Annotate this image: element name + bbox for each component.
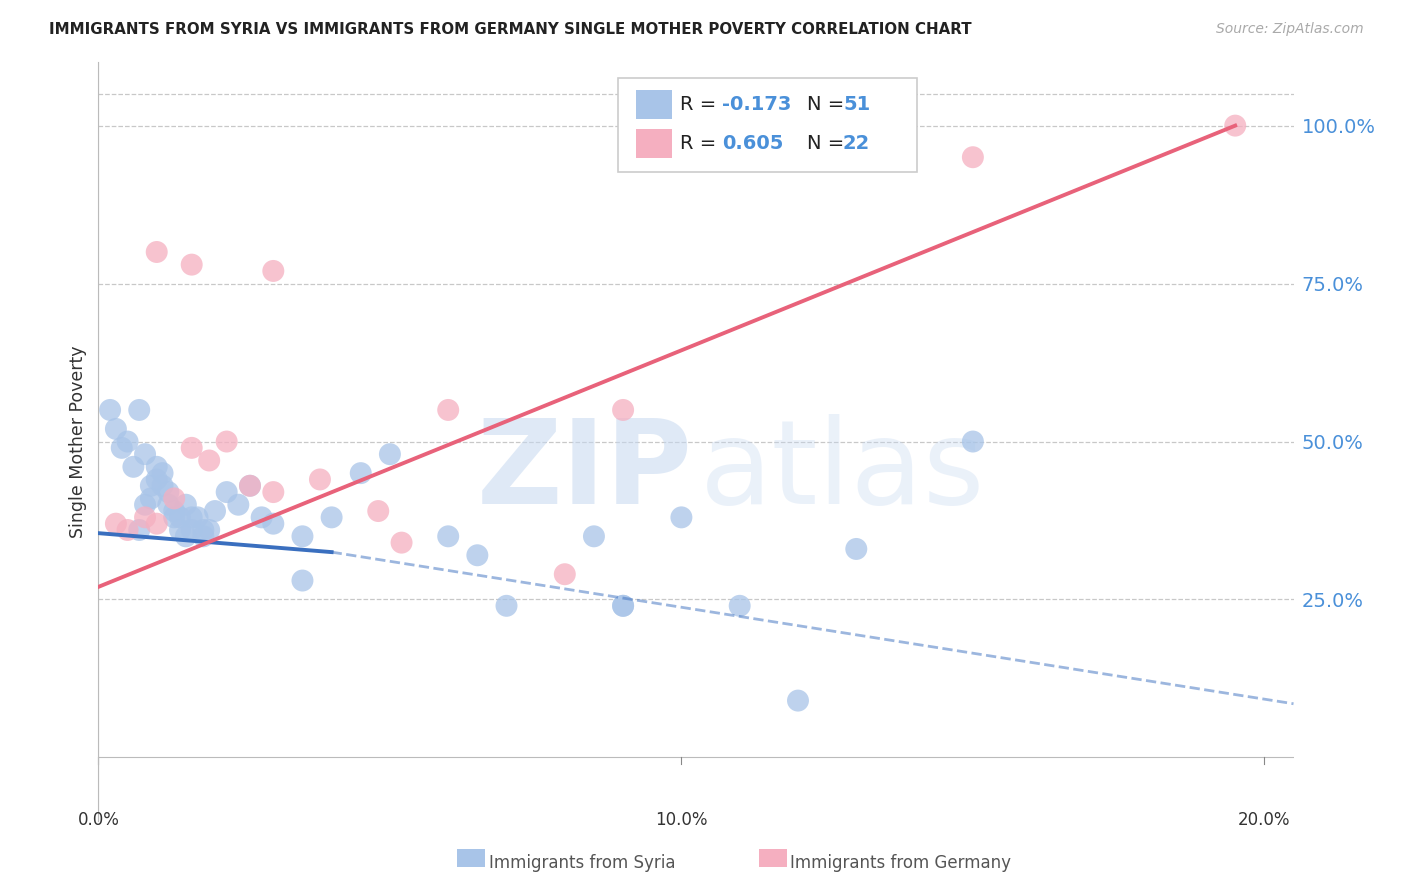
Point	[262, 264, 284, 278]
Point	[104, 516, 127, 531]
Point	[134, 498, 156, 512]
Point	[554, 567, 576, 582]
Point	[180, 523, 202, 537]
Point	[98, 403, 121, 417]
Point	[612, 599, 634, 613]
Point	[239, 479, 262, 493]
Point	[174, 498, 197, 512]
Point	[437, 403, 460, 417]
Point	[169, 510, 191, 524]
Text: IMMIGRANTS FROM SYRIA VS IMMIGRANTS FROM GERMANY SINGLE MOTHER POVERTY CORRELATI: IMMIGRANTS FROM SYRIA VS IMMIGRANTS FROM…	[49, 22, 972, 37]
Point	[367, 504, 389, 518]
Point	[117, 523, 139, 537]
Point	[215, 434, 238, 449]
Text: N =: N =	[807, 95, 851, 113]
Point	[193, 523, 215, 537]
Text: Immigrants from Germany: Immigrants from Germany	[790, 854, 1011, 871]
Point	[350, 466, 373, 480]
Point	[845, 541, 868, 556]
Point	[104, 422, 127, 436]
Point	[228, 498, 250, 512]
Point	[582, 529, 605, 543]
Point	[962, 434, 984, 449]
Point	[163, 491, 186, 506]
Point	[250, 510, 273, 524]
Point	[180, 441, 202, 455]
Point	[134, 510, 156, 524]
Point	[728, 599, 751, 613]
Text: 0.0%: 0.0%	[77, 811, 120, 830]
Point	[180, 510, 202, 524]
Point	[291, 574, 314, 588]
Point	[139, 491, 162, 506]
Point	[612, 403, 634, 417]
Point	[612, 599, 634, 613]
FancyBboxPatch shape	[637, 129, 672, 158]
Point	[262, 485, 284, 500]
Point	[145, 473, 167, 487]
Text: Source: ZipAtlas.com: Source: ZipAtlas.com	[1216, 22, 1364, 37]
Point	[787, 693, 810, 707]
Point	[122, 459, 145, 474]
Point	[437, 529, 460, 543]
Point	[239, 479, 262, 493]
Point	[291, 529, 314, 543]
Point	[128, 403, 150, 417]
Point	[174, 529, 197, 543]
Text: R =: R =	[681, 134, 723, 153]
Point	[378, 447, 401, 461]
Text: 22: 22	[844, 134, 870, 153]
Point	[198, 453, 221, 467]
Point	[309, 473, 332, 487]
Point	[180, 258, 202, 272]
Point	[163, 504, 186, 518]
Point	[145, 459, 167, 474]
Point	[467, 548, 489, 563]
Point	[186, 510, 208, 524]
Point	[163, 510, 186, 524]
Text: Immigrants from Syria: Immigrants from Syria	[489, 854, 676, 871]
Text: 51: 51	[844, 95, 870, 113]
Point	[169, 523, 191, 537]
Point	[215, 485, 238, 500]
Point	[671, 510, 693, 524]
Point	[134, 447, 156, 461]
Point	[152, 479, 174, 493]
Point	[111, 441, 134, 455]
Point	[157, 498, 180, 512]
Point	[962, 150, 984, 164]
Point	[157, 485, 180, 500]
Point	[262, 516, 284, 531]
FancyBboxPatch shape	[619, 78, 917, 172]
Text: R =: R =	[681, 95, 723, 113]
Text: 20.0%: 20.0%	[1239, 811, 1291, 830]
Point	[391, 535, 413, 549]
Y-axis label: Single Mother Poverty: Single Mother Poverty	[69, 345, 87, 538]
Text: ZIP: ZIP	[477, 415, 692, 529]
Point	[1225, 119, 1247, 133]
Point	[152, 466, 174, 480]
Point	[495, 599, 517, 613]
FancyBboxPatch shape	[637, 90, 672, 119]
Text: -0.173: -0.173	[723, 95, 792, 113]
Point	[145, 516, 167, 531]
Point	[321, 510, 343, 524]
Point	[128, 523, 150, 537]
Point	[204, 504, 226, 518]
Point	[787, 144, 810, 158]
Point	[139, 479, 162, 493]
Point	[145, 244, 167, 259]
Point	[117, 434, 139, 449]
Point	[198, 523, 221, 537]
Text: atlas: atlas	[700, 415, 986, 529]
Point	[193, 529, 215, 543]
Text: 0.605: 0.605	[723, 134, 783, 153]
Text: 10.0%: 10.0%	[655, 811, 707, 830]
Text: N =: N =	[807, 134, 851, 153]
